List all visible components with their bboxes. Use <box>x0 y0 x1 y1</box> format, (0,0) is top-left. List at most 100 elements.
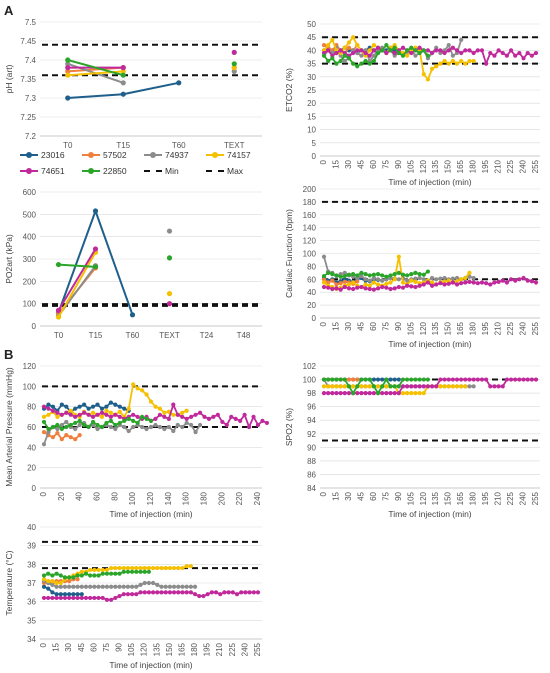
ph-chart: 7.2 7.25 7.3 7.35 7.4 7.45 7.5 T0 T15 T60 TEXT pH (… <box>4 18 262 150</box>
data-point-74157 <box>446 278 451 283</box>
data-point-74157 <box>117 565 122 571</box>
x-tick-label: 195 <box>481 491 490 505</box>
data-point-74937 <box>176 584 181 589</box>
data-point-22850 <box>338 58 343 64</box>
data-point-74937 <box>148 424 154 430</box>
data-point-74157 <box>166 291 173 297</box>
data-point-22850 <box>409 272 414 277</box>
data-point-22850 <box>388 48 393 53</box>
data-point-22850 <box>392 272 397 277</box>
data-point-74651 <box>176 590 181 595</box>
legend-label: Max <box>227 166 244 176</box>
data-point-22850 <box>392 384 397 389</box>
data-point-74651 <box>438 377 443 382</box>
data-point-74651 <box>171 590 177 595</box>
data-point-74937 <box>126 428 131 434</box>
po2-chart: 0 100 200 300 400 500 600 T0 T15 T60 TEXT T24 T48 PO2… <box>4 188 262 340</box>
x-tick-label: 60 <box>89 642 98 651</box>
y-tick-label: 7.45 <box>20 37 36 46</box>
data-point-23016 <box>120 91 126 97</box>
data-point-74937 <box>104 584 110 589</box>
data-point-74157 <box>459 58 464 64</box>
data-point-74651 <box>454 48 460 53</box>
legend-swatch <box>206 150 224 160</box>
data-point-74651 <box>350 50 356 56</box>
data-point-74651 <box>479 280 485 285</box>
data-point-74651 <box>175 412 180 417</box>
data-point-22850 <box>321 273 327 279</box>
data-point-22850 <box>425 377 431 382</box>
data-point-74937 <box>375 277 381 282</box>
data-point-74651 <box>384 285 389 290</box>
x-tick-label: 135 <box>431 491 440 505</box>
data-point-74157 <box>157 406 163 411</box>
x-tick-label: 160 <box>182 491 191 505</box>
x-tick-label: 60 <box>369 321 378 330</box>
data-point-74651 <box>513 377 518 382</box>
data-point-74651 <box>450 280 455 285</box>
data-point-74651 <box>138 590 143 595</box>
data-point-74651 <box>188 590 193 595</box>
data-point-74937 <box>144 426 149 432</box>
data-point-74651 <box>504 53 510 58</box>
data-point-74651 <box>92 246 99 252</box>
data-point-22850 <box>367 273 372 278</box>
data-point-23016 <box>388 377 393 382</box>
data-point-74651 <box>479 377 485 382</box>
x-tick-label: 45 <box>356 159 365 168</box>
data-point-74651 <box>517 377 522 382</box>
data-point-22850 <box>421 272 426 277</box>
data-point-74937 <box>55 426 60 432</box>
legend-item-22850: 22850 <box>82 166 138 176</box>
data-point-22850 <box>67 575 72 580</box>
data-point-22850 <box>113 571 118 576</box>
data-point-23016 <box>92 208 99 214</box>
data-point-74651 <box>380 284 385 290</box>
y-tick-label: 5 <box>312 139 317 148</box>
map-chart: 0 20 40 60 80 100 120 0 20 40 60 80 100 120 140 160 180 2… <box>4 362 270 519</box>
data-point-22850 <box>400 272 406 277</box>
data-point-22850 <box>108 418 113 423</box>
y-tick-label: 84 <box>307 484 316 493</box>
data-point-74157 <box>46 579 51 584</box>
data-point-23016 <box>75 592 80 597</box>
x-tick-label: 105 <box>406 491 415 505</box>
data-point-74937 <box>71 584 76 589</box>
data-point-22850 <box>413 377 418 382</box>
data-point-74651 <box>166 301 173 307</box>
data-point-57502 <box>334 282 339 287</box>
data-point-74937 <box>396 277 401 282</box>
data-point-74651 <box>479 48 485 53</box>
data-point-74157 <box>108 410 113 415</box>
data-point-74651 <box>371 287 376 292</box>
legend-label: 74937 <box>165 150 189 160</box>
data-point-74651 <box>388 391 393 396</box>
data-point-74937 <box>450 276 455 281</box>
data-point-22850 <box>326 270 331 275</box>
x-tick-label: T24 <box>200 331 214 340</box>
data-point-74157 <box>65 72 71 78</box>
data-point-74651 <box>338 391 343 396</box>
data-point-57502 <box>355 377 360 382</box>
data-point-74937 <box>184 584 189 589</box>
data-point-74651 <box>96 595 101 601</box>
data-point-74651 <box>192 592 198 597</box>
x-tick-label: 165 <box>456 321 465 335</box>
y-tick-label: 102 <box>303 362 317 371</box>
data-point-74157 <box>68 408 73 413</box>
data-point-74937 <box>139 424 145 430</box>
data-point-74937 <box>380 278 385 283</box>
x-tick-label: 150 <box>444 321 453 335</box>
x-tick-label: T0 <box>63 141 73 150</box>
data-point-74157 <box>363 384 368 389</box>
data-point-74157 <box>450 58 455 64</box>
data-point-74157 <box>454 279 460 284</box>
data-point-74157 <box>104 567 110 573</box>
data-point-22850 <box>50 573 55 578</box>
x-tick-label: 135 <box>431 321 440 335</box>
data-point-74937 <box>100 584 105 589</box>
legend-item-23016: 23016 <box>20 150 76 160</box>
data-point-74937 <box>367 278 372 283</box>
data-point-74937 <box>62 584 68 589</box>
y-tick-label: 300 <box>23 255 37 264</box>
